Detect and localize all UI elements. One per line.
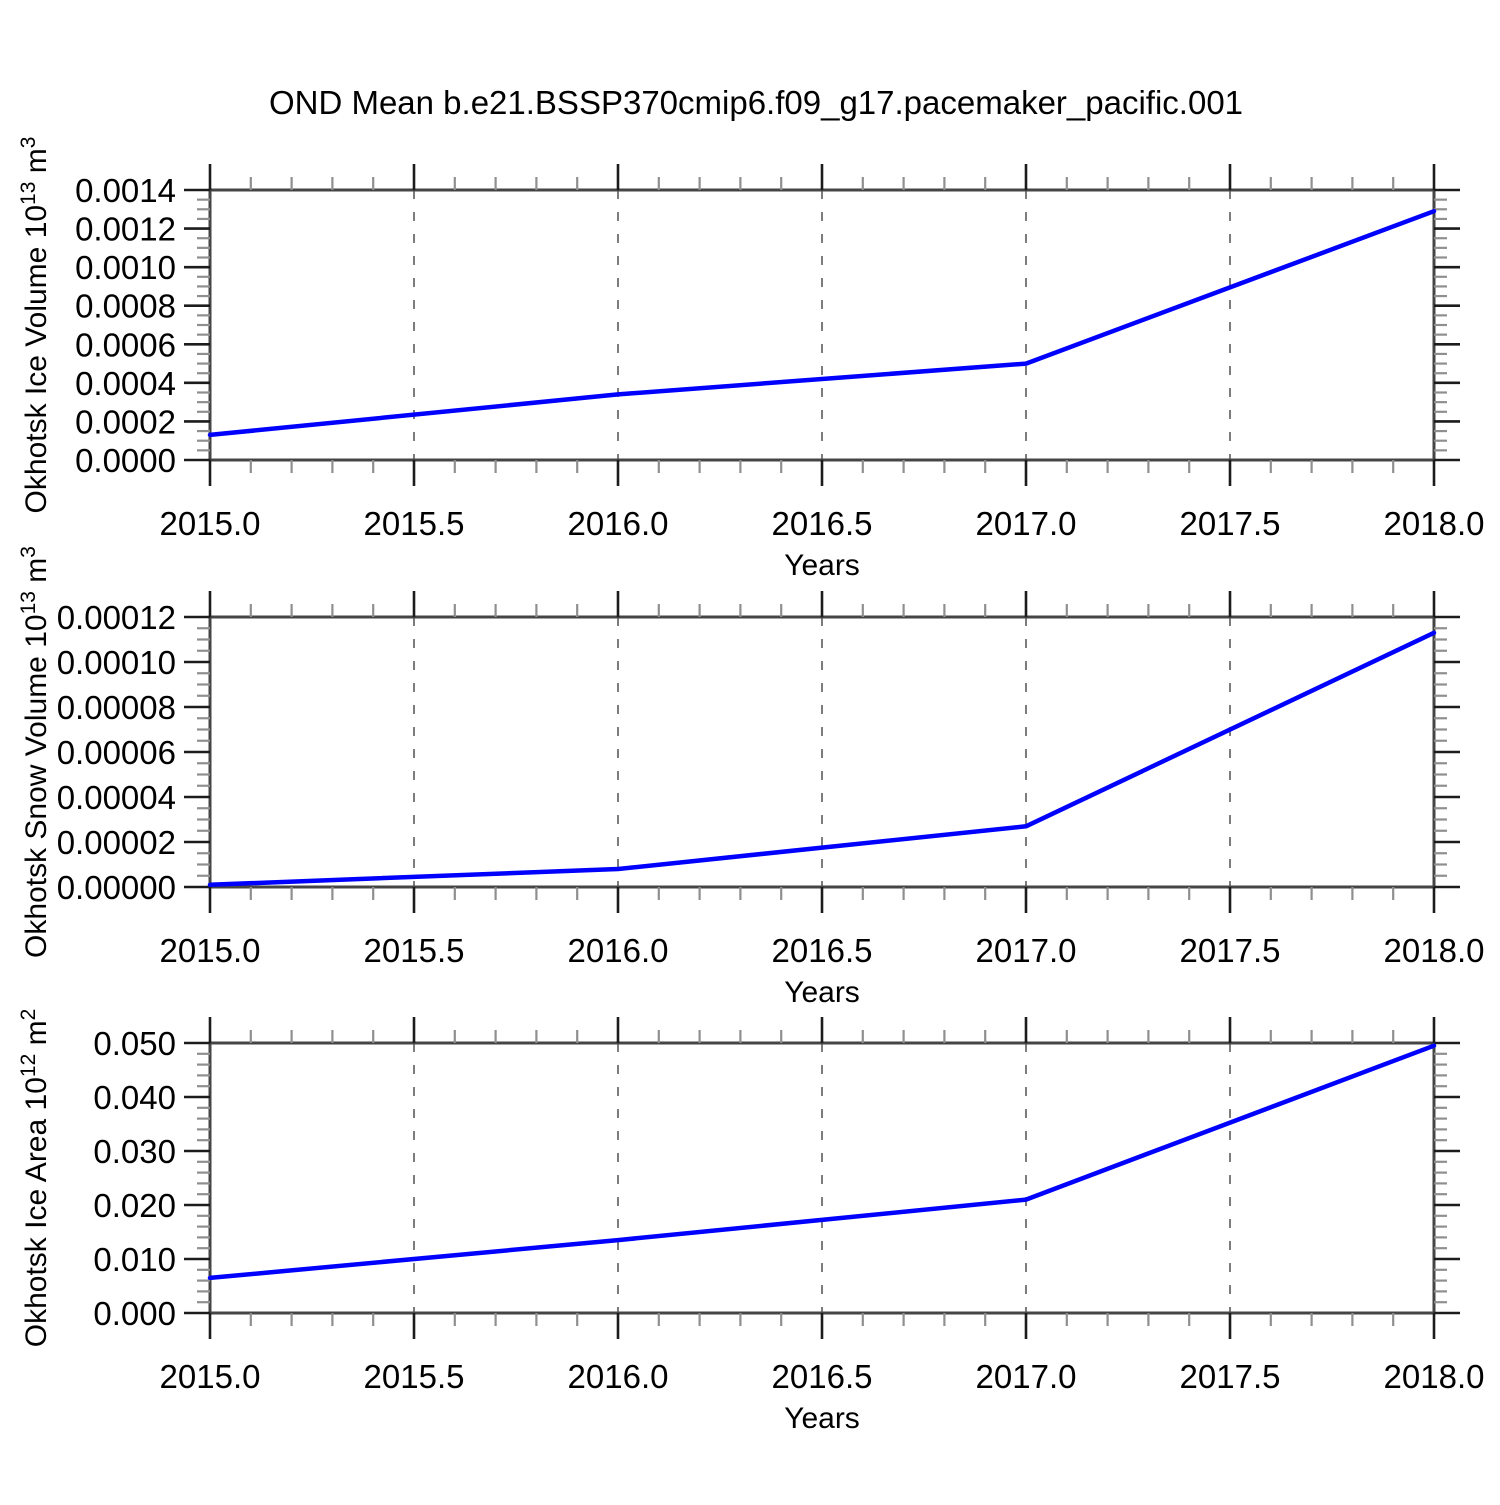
x-tick-label: 2018.0 bbox=[1384, 505, 1485, 542]
y-tick-label: 0.040 bbox=[93, 1079, 176, 1116]
y-tick-label: 0.010 bbox=[93, 1241, 176, 1278]
y-tick-label: 0.00012 bbox=[57, 599, 176, 636]
x-tick-label: 2015.5 bbox=[364, 505, 465, 542]
x-tick-label: 2017.5 bbox=[1180, 1358, 1281, 1395]
x-tick-label: 2016.5 bbox=[772, 1358, 873, 1395]
y-tick-label: 0.0010 bbox=[75, 249, 176, 286]
x-tick-label: 2017.5 bbox=[1180, 932, 1281, 969]
y-tick-label: 0.00004 bbox=[57, 779, 176, 816]
y-tick-label: 0.00006 bbox=[57, 734, 176, 771]
y-tick-label: 0.0012 bbox=[75, 211, 176, 248]
y-tick-label: 0.00008 bbox=[57, 689, 176, 726]
data-line bbox=[207, 630, 1437, 888]
x-tick-label: 2015.0 bbox=[160, 505, 261, 542]
plot-ice-area: 2015.0 2015.5 2016.0 2016.5 2017.0 2017.5 2018… bbox=[17, 1009, 1484, 1435]
x-tick-label: 2015.5 bbox=[364, 1358, 465, 1395]
x-tick-label: 2018.0 bbox=[1384, 1358, 1485, 1395]
y-tick-label: 0.00002 bbox=[57, 824, 176, 861]
y-tick-label: 0.050 bbox=[93, 1025, 176, 1062]
plot-ice-volume: 2015.0 2015.5 2016.0 2016.5 2017.0 2017.5 2018… bbox=[17, 137, 1484, 582]
x-tick-label: 2018.0 bbox=[1384, 932, 1485, 969]
x-axis-label: Years bbox=[784, 1402, 860, 1435]
y-tick-label: 0.0006 bbox=[75, 326, 176, 363]
y-tick-label: 0.0000 bbox=[75, 442, 176, 479]
y-tick-label: 0.0008 bbox=[75, 288, 176, 325]
x-tick-label: 2017.0 bbox=[976, 932, 1077, 969]
x-tick-label: 2015.0 bbox=[160, 1358, 261, 1395]
x-tick-label: 2017.0 bbox=[976, 1358, 1077, 1395]
y-tick-label: 0.0004 bbox=[75, 365, 176, 402]
x-tick-label: 2017.0 bbox=[976, 505, 1077, 542]
x-axis-label: Years bbox=[784, 976, 860, 1009]
data-line bbox=[207, 208, 1437, 438]
x-tick-label: 2016.0 bbox=[568, 932, 669, 969]
plot-snow-volume: 2015.0 2015.5 2016.0 2016.5 2017.0 2017.5 2018… bbox=[17, 546, 1484, 1009]
x-tick-label: 2016.5 bbox=[772, 932, 873, 969]
x-tick-label: 2016.0 bbox=[568, 1358, 669, 1395]
x-tick-label: 2016.5 bbox=[772, 505, 873, 542]
y-tick-label: 0.030 bbox=[93, 1133, 176, 1170]
figure-title: OND Mean b.e21.BSSP370cmip6.f09_g17.pace… bbox=[269, 84, 1243, 121]
x-tick-label: 2017.5 bbox=[1180, 505, 1281, 542]
data-line bbox=[207, 1043, 1437, 1281]
x-tick-label: 2015.5 bbox=[364, 932, 465, 969]
x-tick-label: 2016.0 bbox=[568, 505, 669, 542]
x-axis-label: Years bbox=[784, 549, 860, 582]
y-axis-label: Okhotsk Ice Area 1012 m2 bbox=[17, 1009, 53, 1348]
y-axis-label: Okhotsk Snow Volume 1013 m3 bbox=[17, 546, 53, 958]
y-tick-label: 0.0002 bbox=[75, 403, 176, 440]
y-tick-label: 0.0014 bbox=[75, 172, 176, 209]
y-tick-label: 0.00000 bbox=[57, 869, 176, 906]
y-axis-label: Okhotsk Ice Volume 1013 m3 bbox=[17, 137, 53, 514]
x-tick-label: 2015.0 bbox=[160, 932, 261, 969]
y-tick-label: 0.020 bbox=[93, 1187, 176, 1224]
y-tick-label: 0.000 bbox=[93, 1295, 176, 1332]
y-tick-label: 0.00010 bbox=[57, 644, 176, 681]
